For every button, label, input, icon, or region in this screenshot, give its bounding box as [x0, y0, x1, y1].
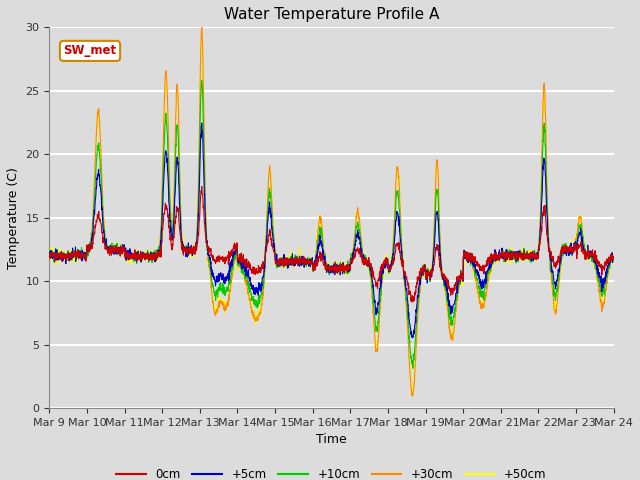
Legend: 0cm, +5cm, +10cm, +30cm, +50cm: 0cm, +5cm, +10cm, +30cm, +50cm — [112, 463, 551, 480]
X-axis label: Time: Time — [316, 433, 347, 446]
Title: Water Temperature Profile A: Water Temperature Profile A — [224, 7, 439, 22]
Y-axis label: Temperature (C): Temperature (C) — [7, 167, 20, 269]
Text: SW_met: SW_met — [63, 45, 116, 58]
